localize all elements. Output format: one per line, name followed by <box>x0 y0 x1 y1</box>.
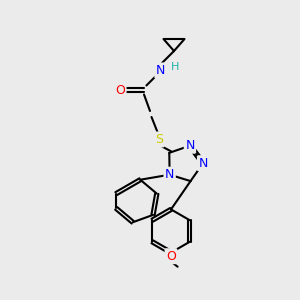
Text: N: N <box>156 64 165 77</box>
Text: N: N <box>198 157 208 170</box>
Text: H: H <box>171 62 180 73</box>
Text: S: S <box>155 133 163 146</box>
Text: N: N <box>185 139 195 152</box>
Text: O: O <box>115 83 125 97</box>
Text: N: N <box>165 168 174 181</box>
Text: O: O <box>166 250 176 263</box>
